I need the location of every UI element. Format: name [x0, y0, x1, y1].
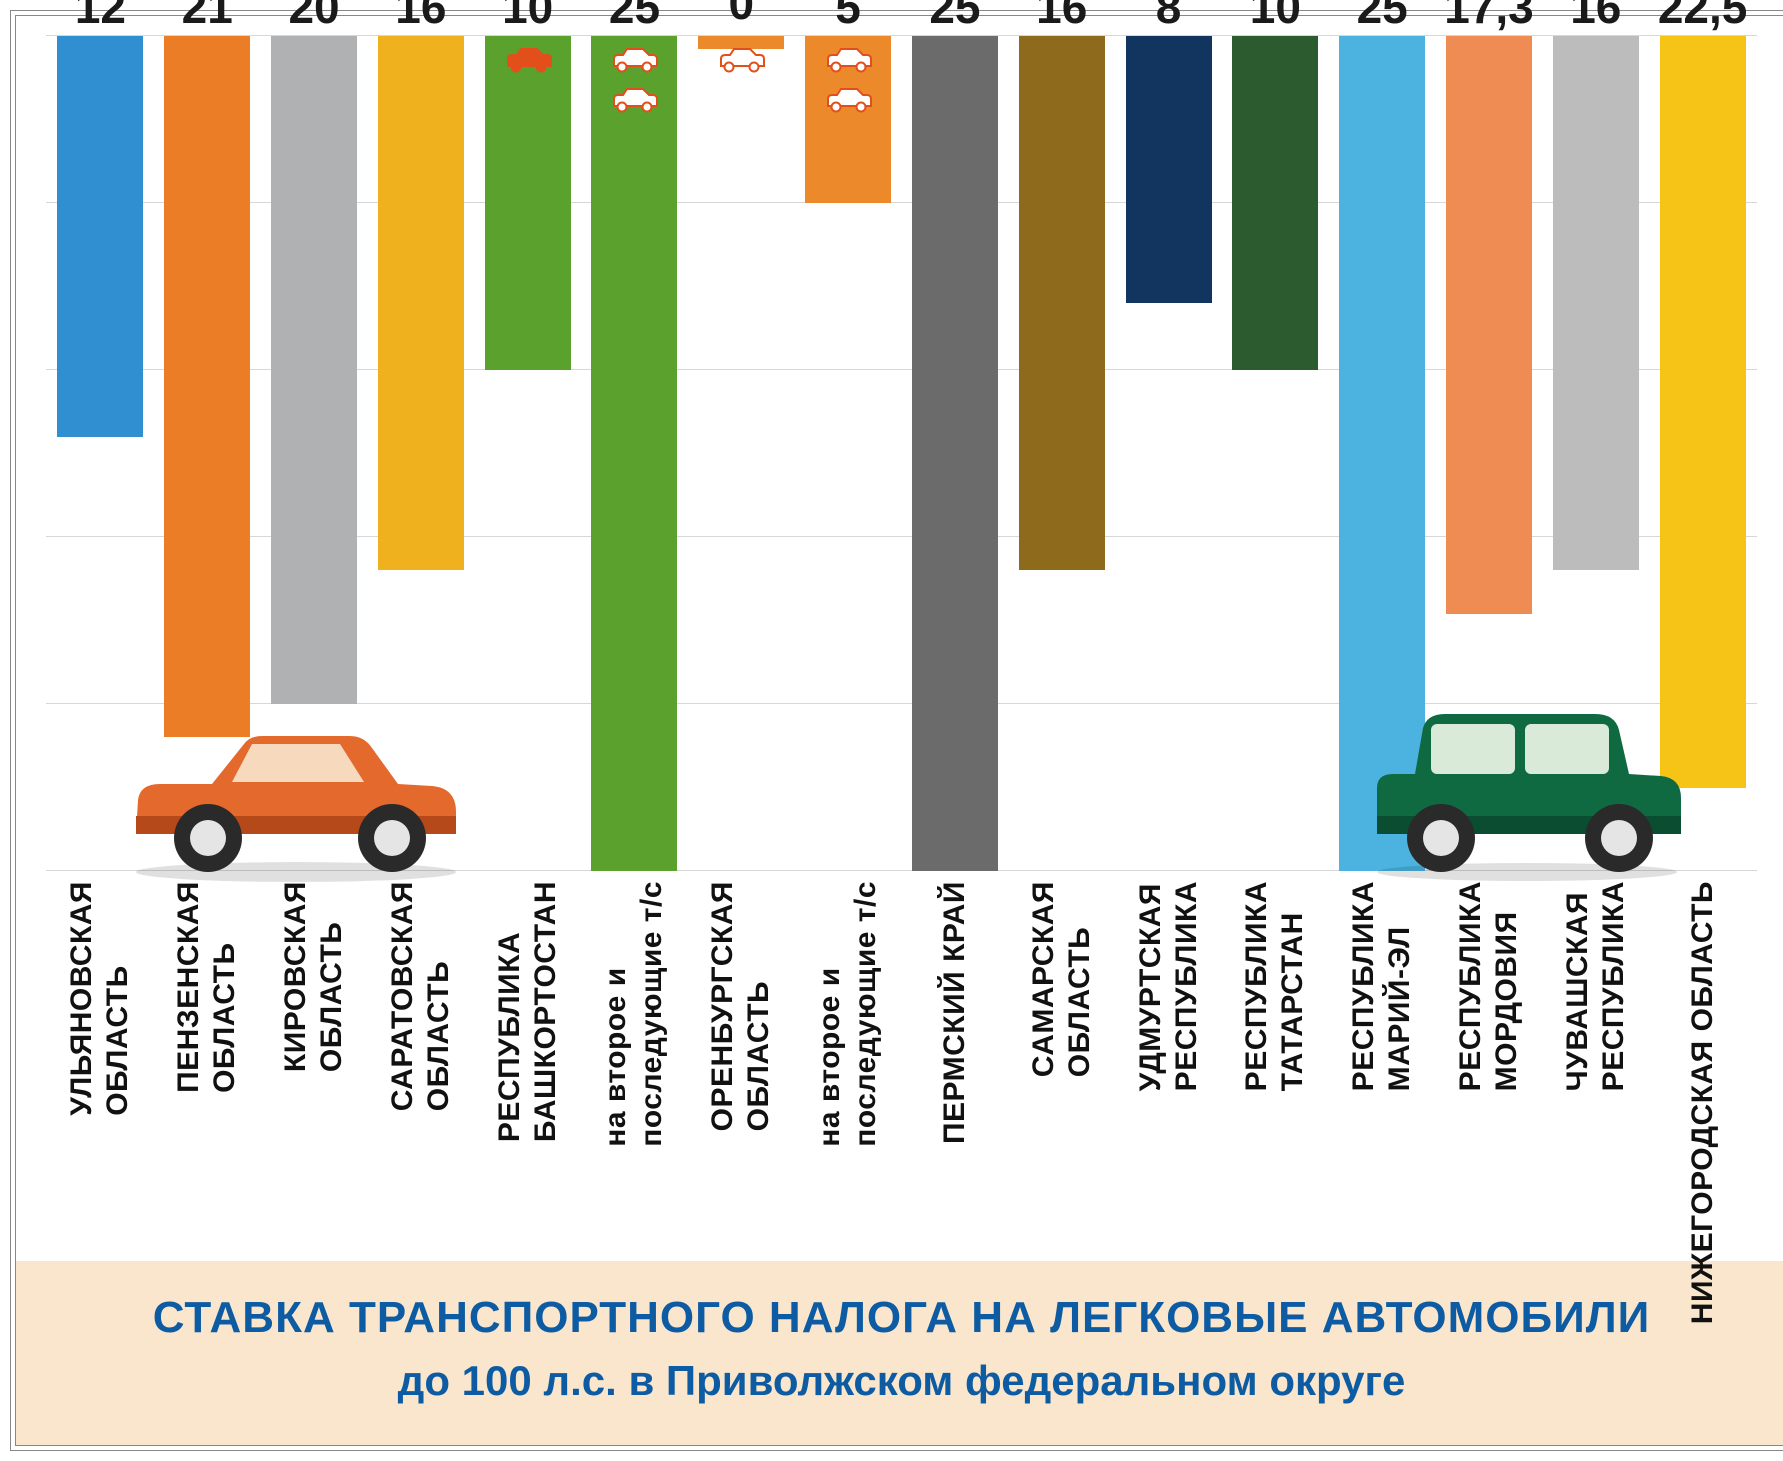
- value-label: 25: [929, 0, 980, 34]
- value-label: 10: [502, 0, 553, 34]
- bar: 17,3: [1446, 36, 1532, 614]
- plot-area: 1221201610 25 0 5 25168102517,31622,5: [46, 36, 1757, 871]
- bar-column: 0: [697, 36, 786, 871]
- value-label: 16: [395, 0, 446, 34]
- category-labels-row: УЛЬЯНОВСКАЯ ОБЛАСТЬ ПЕНЗЕНСКАЯ ОБЛАСТЬ КИР…: [46, 871, 1757, 1251]
- bar: 22,5: [1660, 36, 1746, 788]
- value-label: 22,5: [1658, 0, 1748, 34]
- car-mini-icon: [823, 84, 873, 114]
- category-label: САМАРСКАЯ ОБЛАСТЬ: [1026, 881, 1098, 1077]
- title-line-2: до 100 л.с. в Приволжском федеральном ок…: [36, 1357, 1767, 1405]
- value-label: 5: [835, 0, 861, 34]
- bar: 10: [485, 36, 571, 370]
- category-label: РЕСПУБЛИКА БАШКОРТОСТАН: [492, 881, 564, 1142]
- car-mini-icon: [823, 44, 873, 74]
- car-mini-icon: [609, 84, 659, 114]
- category-label: ПЕРМСКИЙ КРАЙ: [937, 881, 973, 1144]
- category-label: РЕСПУБЛИКА МАРИЙ-ЭЛ: [1346, 881, 1418, 1091]
- bar-column: 8: [1124, 36, 1213, 871]
- bar: 21: [164, 36, 250, 737]
- bar-column: 17,3: [1445, 36, 1534, 871]
- bar: 12: [57, 36, 143, 437]
- bar: 0: [698, 36, 784, 49]
- category-label: на второе и последующие т/с: [598, 881, 670, 1147]
- value-label: 20: [288, 0, 339, 34]
- bar-column: 16: [1551, 36, 1640, 871]
- bar-column: 5: [804, 36, 893, 871]
- bar: 25: [1339, 36, 1425, 871]
- value-label: 0: [728, 0, 754, 30]
- category-label: РЕСПУБЛИКА МОРДОВИЯ: [1453, 881, 1525, 1091]
- value-label: 21: [182, 0, 233, 34]
- car-mini-icon: [503, 44, 553, 74]
- chart-frame: 1221201610 25 0 5 25168102517,31622,5: [15, 15, 1783, 1446]
- bar: 10: [1232, 36, 1318, 370]
- bar-column: 10: [483, 36, 572, 871]
- bar-column: 25: [1338, 36, 1427, 871]
- category-label: САРАТОВСКАЯ ОБЛАСТЬ: [385, 881, 457, 1111]
- value-label: 25: [1357, 0, 1408, 34]
- category-label: ЧУВАШСКАЯ РЕСПУБЛИКА: [1560, 881, 1632, 1091]
- bar: 25: [912, 36, 998, 871]
- car-mini-icon: [609, 44, 659, 74]
- bar-column: 21: [163, 36, 252, 871]
- category-label: НИЖЕГОРОДСКАЯ ОБЛАСТЬ: [1685, 881, 1721, 1324]
- bar: 16: [1553, 36, 1639, 570]
- bar: 25: [591, 36, 677, 871]
- bar-column: 20: [270, 36, 359, 871]
- category-label: УЛЬЯНОВСКАЯ ОБЛАСТЬ: [64, 881, 136, 1116]
- bar-column: 25: [911, 36, 1000, 871]
- bar: 5: [805, 36, 891, 203]
- bar-column: 22,5: [1658, 36, 1747, 871]
- bar: 8: [1126, 36, 1212, 303]
- title-block: СТАВКА ТРАНСПОРТНОГО НАЛОГА НА ЛЕГКОВЫЕ …: [16, 1261, 1783, 1445]
- value-label: 8: [1156, 0, 1182, 34]
- bar-column: 16: [376, 36, 465, 871]
- bar: 16: [378, 36, 464, 570]
- category-label: на второе и последующие т/с: [812, 881, 884, 1147]
- bar-column: 16: [1017, 36, 1106, 871]
- value-label: 16: [1570, 0, 1621, 34]
- category-label: КИРОВСКАЯ ОБЛАСТЬ: [278, 881, 350, 1072]
- bar: 20: [271, 36, 357, 704]
- chart-area: 1221201610 25 0 5 25168102517,31622,5: [16, 16, 1783, 1261]
- category-label: ПЕНЗЕНСКАЯ ОБЛАСТЬ: [171, 881, 243, 1093]
- value-label: 25: [609, 0, 660, 34]
- category-label: УДМУРТСКАЯ РЕСПУБЛИКА: [1133, 881, 1205, 1091]
- bar: 16: [1019, 36, 1105, 570]
- value-label: 17,3: [1444, 0, 1534, 34]
- value-label: 12: [75, 0, 126, 34]
- category-label: РЕСПУБЛИКА ТАТАРСТАН: [1239, 881, 1311, 1091]
- bar-column: 10: [1231, 36, 1320, 871]
- title-line-1: СТАВКА ТРАНСПОРТНОГО НАЛОГА НА ЛЕГКОВЫЕ …: [36, 1293, 1767, 1343]
- category-label: ОРЕНБУРГСКАЯ ОБЛАСТЬ: [705, 881, 777, 1131]
- car-mini-icon: [716, 44, 766, 74]
- bar-column: 25: [590, 36, 679, 871]
- bar-column: 12: [56, 36, 145, 871]
- value-label: 16: [1036, 0, 1087, 34]
- value-label: 10: [1250, 0, 1301, 34]
